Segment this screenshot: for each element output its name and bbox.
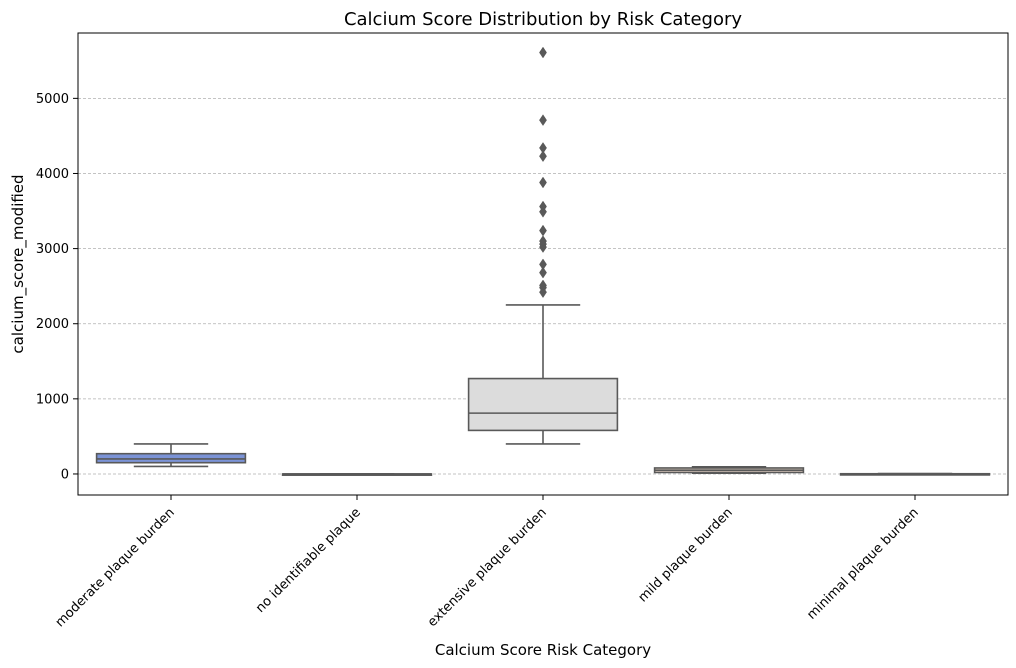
outlier-point xyxy=(539,279,547,292)
x-tick-label: mild plaque burden xyxy=(636,505,736,605)
y-tick-label: 5000 xyxy=(36,92,69,107)
x-tick-label: extensive plaque burden xyxy=(425,505,550,630)
y-tick-label: 1000 xyxy=(36,392,69,407)
x-axis-title: Calcium Score Risk Category xyxy=(435,641,651,659)
y-axis-title: calcium_score_modified xyxy=(9,174,28,353)
y-axis-ticks: 0 1000 2000 3000 4000 5000 xyxy=(36,92,78,482)
outlier-point xyxy=(539,235,547,247)
outlier-point xyxy=(539,142,547,154)
box-series xyxy=(95,46,991,476)
outlier-point xyxy=(539,200,547,213)
outlier-point xyxy=(539,46,547,59)
outlier-point xyxy=(539,258,547,271)
box-0 xyxy=(95,443,247,468)
x-tick-label: moderate plaque burden xyxy=(53,505,178,630)
box-4 xyxy=(839,472,991,476)
box-3 xyxy=(653,466,805,475)
y-tick-label: 4000 xyxy=(36,167,69,182)
iqr-box xyxy=(467,377,619,432)
outlier-point xyxy=(539,150,547,163)
x-tick-label: minimal plaque burden xyxy=(804,505,921,622)
outlier-point xyxy=(539,266,547,279)
box-1 xyxy=(281,473,433,476)
chart-title: Calcium Score Distribution by Risk Categ… xyxy=(344,9,742,30)
outlier-point xyxy=(539,114,547,126)
x-tick-label: no identifiable plaque xyxy=(253,505,364,616)
outlier-point xyxy=(539,224,547,237)
x-axis-ticks: moderate plaque burden no identifiable pl… xyxy=(53,495,922,630)
y-tick-label: 3000 xyxy=(36,242,69,257)
y-tick-label: 0 xyxy=(61,467,69,482)
box-2 xyxy=(467,46,619,445)
outlier-point xyxy=(539,176,547,189)
y-tick-label: 2000 xyxy=(36,317,69,332)
